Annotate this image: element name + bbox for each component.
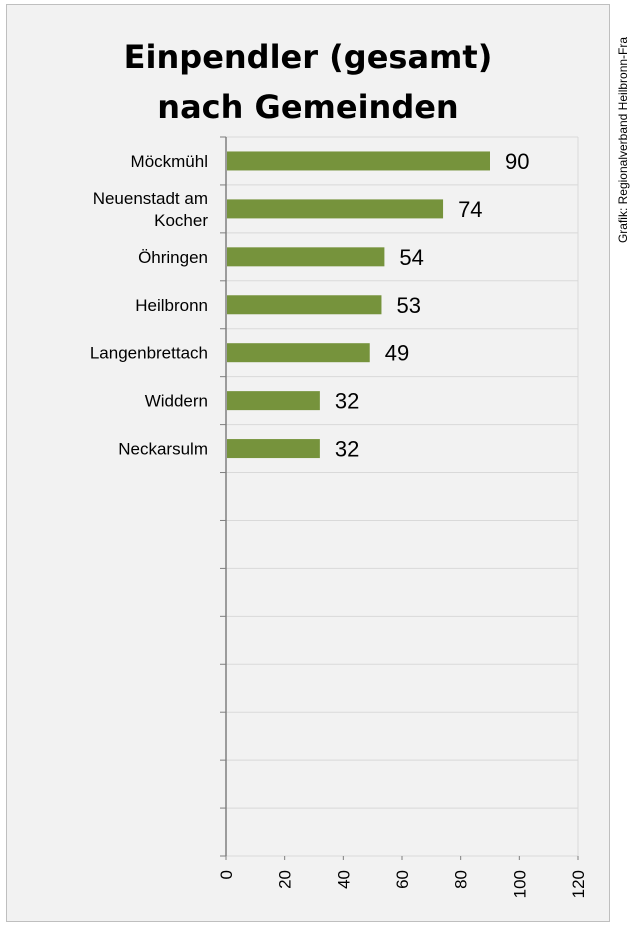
bars <box>227 151 490 459</box>
bar <box>227 151 490 171</box>
category-label: Kocher <box>154 211 208 230</box>
data-label: 32 <box>335 437 359 462</box>
chart-title-line-2: nach Gemeinden <box>157 88 459 126</box>
category-label: Widdern <box>145 392 208 411</box>
tick-labels: 0 20 40 60 80 100 120 <box>217 870 588 898</box>
data-label: 49 <box>385 341 409 366</box>
bar <box>227 199 444 219</box>
category-label: Öhringen <box>138 248 208 267</box>
data-labels: 90 74 54 53 49 32 32 <box>335 149 530 462</box>
bar <box>227 439 320 459</box>
category-labels: Möckmühl Neuenstadt am Kocher Öhringen Heilb… <box>90 152 208 459</box>
category-label: Neckarsulm <box>118 440 208 459</box>
x-tick-label: 0 <box>217 870 236 879</box>
axes <box>220 136 579 860</box>
x-tick-label: 100 <box>510 870 529 898</box>
bar <box>227 247 385 267</box>
category-label: Heilbronn <box>135 296 208 315</box>
chart-title: Einpendler (gesamt) nach Gemeinden <box>6 32 610 132</box>
category-label: Möckmühl <box>131 152 208 171</box>
data-label: 90 <box>505 149 529 174</box>
category-label: Langenbrettach <box>90 344 208 363</box>
bar <box>227 343 370 363</box>
data-label: 53 <box>396 293 420 318</box>
data-label: 74 <box>458 197 482 222</box>
bar <box>227 295 382 315</box>
x-tick-label: 120 <box>569 870 588 898</box>
x-tick-label: 20 <box>276 870 295 889</box>
data-label: 54 <box>399 245 423 270</box>
x-tick-label: 40 <box>334 870 353 889</box>
bar <box>227 391 320 411</box>
x-tick-label: 60 <box>393 870 412 889</box>
category-label: Neuenstadt am <box>93 189 208 208</box>
x-tick-label: 80 <box>452 870 471 889</box>
chart-title-line-1: Einpendler (gesamt) <box>123 38 493 76</box>
data-label: 32 <box>335 389 359 414</box>
